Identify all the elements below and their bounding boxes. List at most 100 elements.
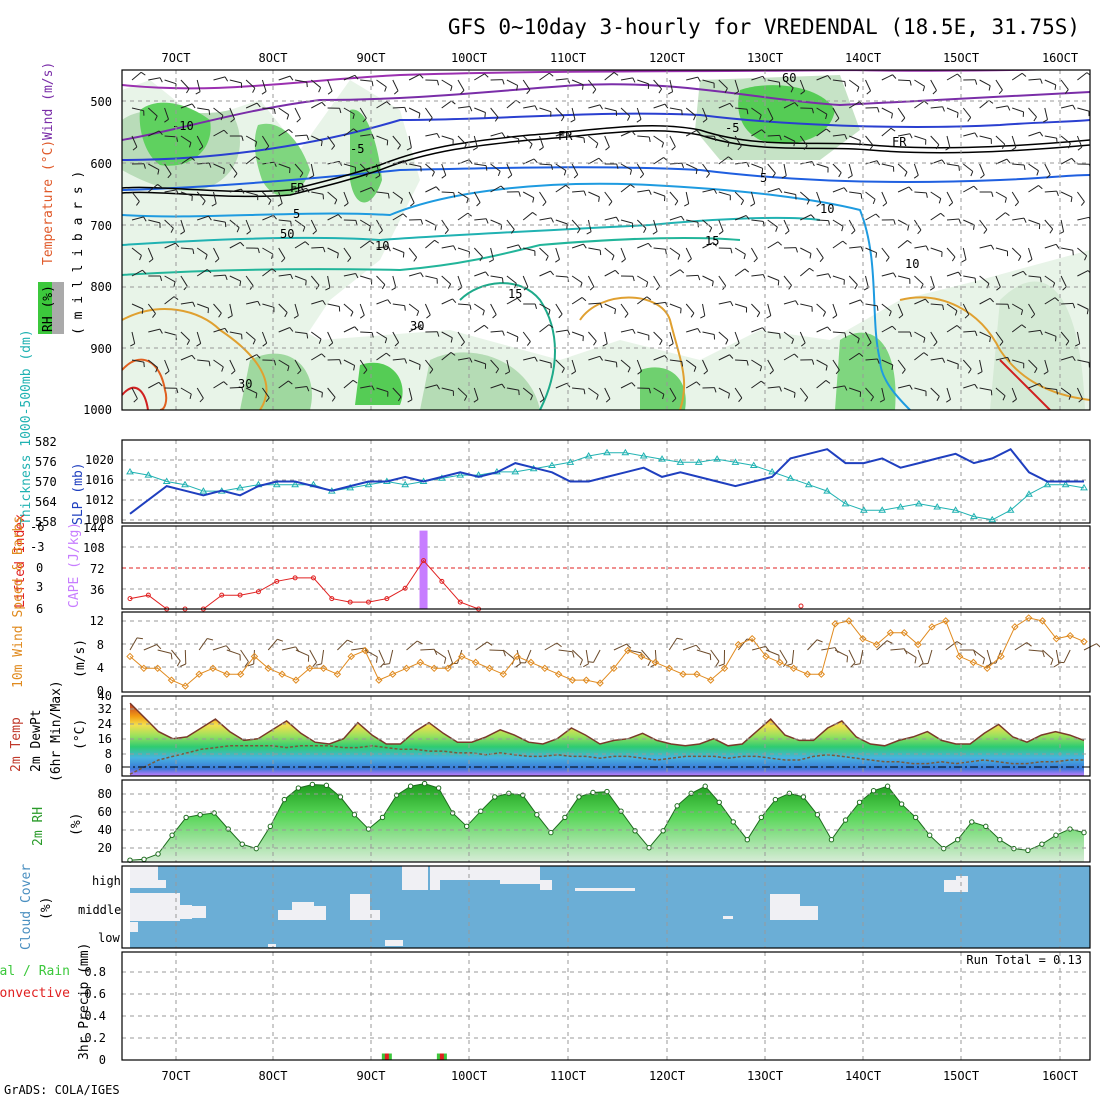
upper-wind-barb	[555, 163, 567, 171]
wind-barb	[212, 645, 227, 651]
rh-point	[955, 837, 961, 843]
upper-wind-barb	[734, 191, 744, 201]
upper-wind-barb	[881, 247, 890, 258]
upper-wind-barb	[979, 135, 992, 140]
upper-wind-barb-flag	[832, 314, 838, 319]
wind-barb	[654, 649, 657, 665]
upper-wind-barb-flag	[772, 172, 776, 178]
upper-wind-barb	[832, 163, 842, 173]
rh-point	[337, 794, 344, 800]
wind-point	[361, 646, 369, 655]
upper-wind-barb	[196, 269, 208, 277]
thickness-point	[676, 458, 685, 465]
upper-wind-barb	[408, 74, 421, 81]
date-tick: 13OCT	[747, 51, 783, 65]
upper-wind-barb-flag	[964, 314, 970, 319]
upper-wind-barb-flag	[761, 129, 766, 134]
upper-wind-barb-flag	[665, 302, 668, 308]
upper-wind-barb-flag	[1077, 146, 1083, 151]
upper-wind-barb-flag	[1007, 105, 1011, 111]
upper-wind-barb-flag	[391, 287, 397, 291]
upper-wind-barb	[1028, 185, 1039, 193]
upper-wind-barb-flag	[142, 269, 147, 275]
upper-wind-barb	[473, 387, 479, 400]
upper-wind-barb	[278, 75, 291, 81]
upper-wind-barb	[196, 331, 202, 344]
upper-wind-barb	[604, 387, 611, 400]
upper-wind-barb	[360, 187, 372, 193]
upper-wind-barb	[376, 79, 387, 88]
upper-wind-barb	[457, 303, 471, 306]
thickness-point	[694, 458, 703, 465]
upper-wind-barb	[702, 242, 714, 249]
upper-wind-barb-flag	[404, 305, 406, 311]
upper-wind-barb	[147, 184, 158, 193]
label-2m-temp: 2m Temp	[9, 717, 24, 772]
precip-panel: Run Total = 0.13 0 0.2 0.4 0.6 0.8 Total…	[0, 943, 1091, 1067]
upper-wind-barb-flag	[746, 109, 749, 115]
upper-wind-barb	[294, 163, 304, 174]
upper-wind-barb	[653, 219, 658, 232]
wind-point	[444, 664, 452, 673]
upper-wind-barb	[816, 163, 829, 168]
upper-wind-barb-flag	[318, 338, 322, 344]
upper-wind-barb-flag	[136, 201, 140, 206]
upper-wind-barb	[474, 73, 485, 81]
upper-wind-barb	[196, 247, 208, 256]
upper-wind-barb-flag	[898, 314, 904, 319]
upper-wind-barb-flag	[599, 302, 603, 309]
upper-wind-barb	[832, 240, 844, 249]
wind-point	[458, 652, 466, 661]
upper-wind-barb-flag	[956, 325, 962, 330]
upper-wind-barb	[1028, 219, 1040, 225]
upper-wind-barb	[800, 247, 812, 254]
upper-wind-barb-flag	[631, 130, 636, 136]
upper-wind-barb	[1012, 217, 1025, 221]
upper-wind-barb	[229, 303, 233, 316]
precip-tick-0: 0	[99, 1053, 106, 1067]
thickness-point	[786, 474, 795, 481]
upper-wind-barb-flag	[196, 343, 201, 347]
upper-wind-barb	[523, 356, 535, 361]
upper-wind-barb	[343, 128, 354, 137]
upper-wind-barb-flag	[518, 191, 521, 197]
upper-wind-barb-flag	[467, 212, 473, 217]
upper-wind-barb-flag	[208, 361, 211, 367]
upper-wind-barb-flag	[974, 330, 978, 337]
upper-wind-barb	[751, 274, 764, 277]
upper-wind-barb-flag	[779, 135, 782, 141]
upper-wind-barb-flag	[355, 220, 358, 226]
upper-wind-barb	[767, 79, 780, 83]
upper-wind-barb	[1077, 107, 1090, 112]
upper-wind-barb-flag	[139, 255, 142, 261]
upper-wind-barb	[865, 191, 876, 200]
upper-wind-barb-flag	[750, 203, 755, 207]
upper-wind-barb-flag	[759, 366, 763, 372]
upper-wind-barb	[229, 163, 238, 174]
upper-wind-barb	[539, 191, 547, 203]
upper-wind-barb-flag	[988, 85, 991, 91]
upper-wind-barb-flag	[359, 314, 365, 319]
upper-wind-barb-flag	[935, 144, 940, 150]
upper-wind-barb-flag	[980, 174, 985, 179]
label-rh-units: (%)	[69, 813, 84, 836]
upper-wind-barb	[653, 135, 664, 144]
upper-wind-barb-flag	[450, 352, 456, 356]
upper-wind-barb-flag	[570, 119, 576, 123]
upper-wind-barb	[506, 275, 517, 284]
rh-point	[548, 829, 554, 836]
upper-wind-barb	[588, 135, 599, 144]
thickness-point	[456, 471, 465, 478]
upper-wind-barb	[245, 331, 256, 341]
wind-barb-flag	[650, 663, 657, 667]
upper-wind-barb-flag	[453, 245, 457, 251]
upper-wind-barb	[213, 129, 225, 137]
rh-tick-20: 20	[98, 841, 112, 855]
upper-wind-barb-flag	[917, 229, 922, 235]
rh-point	[604, 788, 610, 795]
upper-wind-barb	[343, 247, 352, 259]
upper-wind-barb	[311, 353, 322, 361]
upper-wind-barb-flag	[302, 226, 306, 232]
footer-credit: GrADS: COLA/IGES	[4, 1083, 120, 1097]
upper-wind-barb	[229, 79, 242, 84]
